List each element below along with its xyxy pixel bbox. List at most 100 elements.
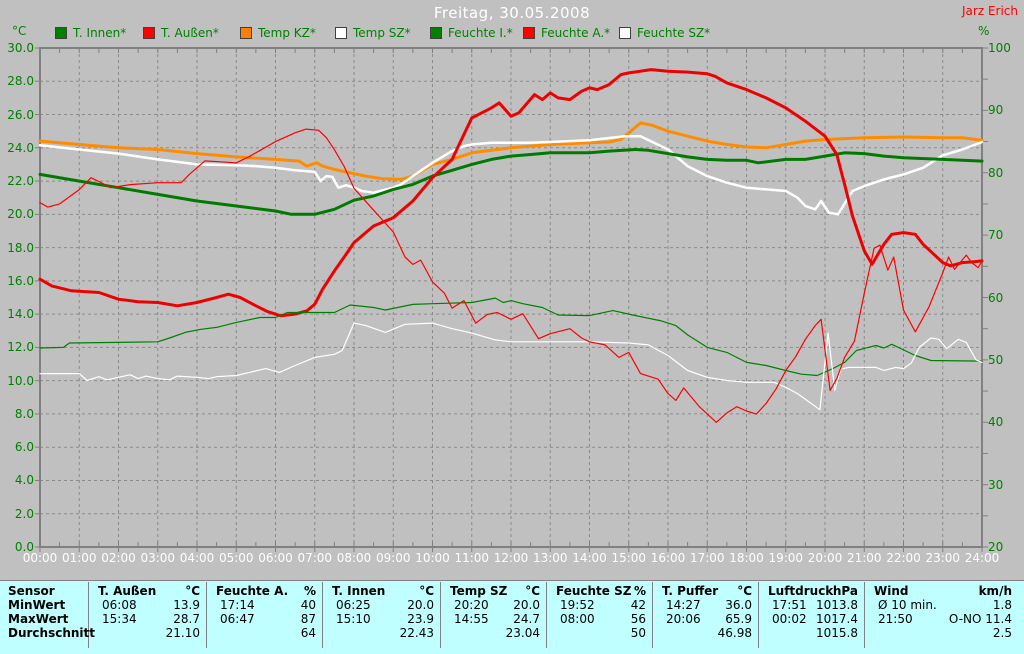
x-axis-tick: 14:00 <box>572 551 607 565</box>
legend-label: Feuchte SZ* <box>637 26 711 40</box>
min-time: 06:25 <box>336 598 371 612</box>
left-axis-tick: 2.0 <box>14 506 34 521</box>
feuchte-a-color-swatch-icon <box>523 27 535 39</box>
legend-item-temp-kz[interactable]: Temp KZ* <box>240 26 316 40</box>
max-value: O-NO 11.4 <box>948 612 1012 626</box>
max-time: 20:06 <box>666 612 701 626</box>
temp-kz-color-swatch-icon <box>240 27 252 39</box>
x-axis-tick: 02:00 <box>101 551 136 565</box>
x-axis-tick: 12:00 <box>493 551 529 565</box>
chart-canvas <box>35 47 988 552</box>
table-separator <box>440 582 441 648</box>
right-axis-tick: 30 <box>988 477 1004 492</box>
right-axis-tick: 80 <box>988 165 1004 180</box>
right-axis-tick: 20 <box>988 540 1004 554</box>
row-header: MinWert <box>8 598 66 612</box>
avg-value: 22.43 <box>399 626 434 640</box>
x-axis-tick: 07:00 <box>297 551 333 565</box>
min-value: 20.0 <box>407 598 434 612</box>
table-separator <box>546 582 547 648</box>
table-separator <box>206 582 207 648</box>
max-time: 08:00 <box>560 612 595 626</box>
left-axis-tick: 22.0 <box>7 174 34 189</box>
right-axis-tick: 60 <box>988 290 1004 305</box>
legend-item-temp-sz[interactable]: Temp SZ* <box>335 26 411 40</box>
sensor-name: Feuchte A. <box>216 584 289 598</box>
legend-label: Feuchte A.* <box>541 26 611 40</box>
legend-item-feuchte-i[interactable]: Feuchte I.* <box>430 26 513 40</box>
legend-label: Feuchte I.* <box>448 26 513 40</box>
plot-border <box>39 47 983 548</box>
series-temp-kz <box>38 121 984 181</box>
legend-item-t-innen[interactable]: T. Innen* <box>55 26 126 40</box>
left-axis-tick: 0.0 <box>14 540 34 554</box>
avg-value: 23.04 <box>505 626 540 640</box>
sensor-unit: km/h <box>978 584 1012 598</box>
statistics-table: Sensor MinWert MaxWert Durchschnitt T. Außen… <box>0 580 1024 654</box>
temp-sz-color-swatch-icon <box>335 27 347 39</box>
sensor-name: T. Innen <box>332 584 386 598</box>
min-value: 36.0 <box>725 598 752 612</box>
avg-value: 50 <box>630 626 646 640</box>
max-time: 14:55 <box>454 612 489 626</box>
min-value: 40 <box>300 598 316 612</box>
x-axis-tick: 06:00 <box>258 551 293 565</box>
sensor-unit: % <box>303 584 316 598</box>
sensor-unit: °C <box>185 584 200 598</box>
x-axis-tick: 10:00 <box>415 551 450 565</box>
x-axis-tick: 11:00 <box>454 551 490 565</box>
left-axis-tick: 12.0 <box>7 340 34 355</box>
legend-item-feuchte-sz[interactable]: Feuchte SZ* <box>619 26 710 40</box>
x-axis-tick: 21:00 <box>846 551 882 565</box>
feuchte-sz-color-swatch-icon <box>619 27 631 39</box>
feuchte-i-color-swatch-icon <box>430 27 442 39</box>
x-axis-tick: 13:00 <box>532 551 568 565</box>
avg-value: 1015.8 <box>816 626 858 640</box>
max-time: 15:34 <box>102 612 137 626</box>
min-value: 13.9 <box>173 598 200 612</box>
chart-area: 0.0 2.0 4.0 6.0 8.0 10.0 12.0 14.0 16.0 18.0 20.0 2… <box>7 41 1011 565</box>
sensor-unit: hPa <box>832 584 858 598</box>
x-axis-tick: 15:00 <box>611 551 647 565</box>
legend-item-t-aussen[interactable]: T. Außen* <box>143 26 219 40</box>
x-axis-tick: 20:00 <box>807 551 843 565</box>
left-axis-tick: 6.0 <box>14 440 34 455</box>
sensor-name: Feuchte SZ <box>556 584 632 598</box>
left-axis-unit-label: °C <box>12 24 27 38</box>
sensor-name: Luftdruck <box>768 584 834 598</box>
right-axis-tick: 50 <box>988 352 1004 367</box>
sensor-unit: °C <box>737 584 752 598</box>
series-t-au-en <box>38 68 984 318</box>
min-value: 20.0 <box>513 598 540 612</box>
sensor-name: T. Puffer <box>662 584 719 598</box>
x-axis-tick: 09:00 <box>375 551 411 565</box>
avg-value: 21.10 <box>165 626 200 640</box>
row-header: Sensor <box>8 584 55 598</box>
legend-label: Temp KZ* <box>258 26 316 40</box>
x-axis-tick: 18:00 <box>729 551 764 565</box>
x-axis-tick: 04:00 <box>179 551 215 565</box>
series-temp-sz <box>38 134 984 216</box>
table-separator <box>88 582 89 648</box>
left-axis-tick: 26.0 <box>7 107 34 122</box>
min-value: 1.8 <box>992 598 1012 612</box>
sensor-unit: % <box>633 584 646 598</box>
right-axis-tick: 90 <box>988 103 1004 118</box>
series-t-innen <box>38 148 984 216</box>
legend-label: T. Innen* <box>73 26 127 40</box>
left-axis-tick: 14.0 <box>7 307 34 322</box>
t-innen-color-swatch-icon <box>55 27 67 39</box>
series-feuchte-a- <box>39 128 983 423</box>
sensor-name: Wind <box>874 584 909 598</box>
sensor-name: Temp SZ <box>450 584 508 598</box>
x-axis-tick: 23:00 <box>925 551 961 565</box>
page-title: Freitag, 30.05.2008 <box>433 4 591 22</box>
max-value: 87 <box>300 612 316 626</box>
row-header: Durchschnitt <box>8 626 96 640</box>
t-aussen-color-swatch-icon <box>143 27 155 39</box>
legend-item-feuchte-a[interactable]: Feuchte A.* <box>523 26 610 40</box>
max-time: 00:02 <box>772 612 807 626</box>
left-axis-tick: 10.0 <box>7 373 34 388</box>
sensor-name: T. Außen <box>98 584 157 598</box>
max-value: 56 <box>630 612 646 626</box>
